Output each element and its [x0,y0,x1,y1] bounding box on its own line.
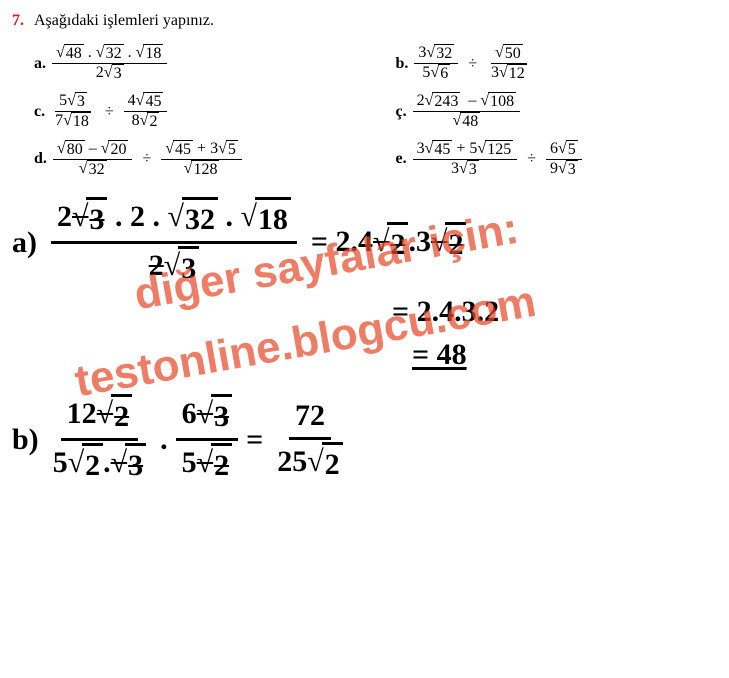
problem-d: d. 80 – 20 32 ÷ 45 + 35 128 [34,140,356,180]
question-number: 7. [12,12,24,29]
problem-label: e. [396,150,407,168]
handwritten-work: diğer sayfalar için: testonline.blogcu.c… [12,197,717,485]
problem-e: e. 345 + 5125 33 ÷ 65 93 [396,140,718,180]
problem-label: a. [34,55,46,73]
problem-label: d. [34,150,47,168]
problem-label: b. [396,55,409,73]
problem-label: ç. [396,103,407,121]
problem-a: a. 48 . 32 . 18 23 [34,44,356,84]
work-a-line1: a) 23 . 2 . 32 . 18 23 = 2.42.32 [12,197,717,288]
problem-cc: ç. 2243 – 108 48 [396,92,718,132]
problem-b: b. 332 56 ÷ 50 312 [396,44,718,84]
question-instruction: Aşağıdaki işlemleri yapınız. [34,12,214,29]
problem-c: c. 53 718 ÷ 445 82 [34,92,356,132]
problems-grid: a. 48 . 32 . 18 23 b. 332 56 ÷ 50 312 c.… [34,44,717,179]
work-a-line3: = 48 [412,335,717,374]
work-b-line1: b) 122 52.3 . 63 52 = 72 252 [12,394,717,485]
problem-label: c. [34,103,45,121]
work-a-line2: = 2.4.3.2 [392,292,717,331]
